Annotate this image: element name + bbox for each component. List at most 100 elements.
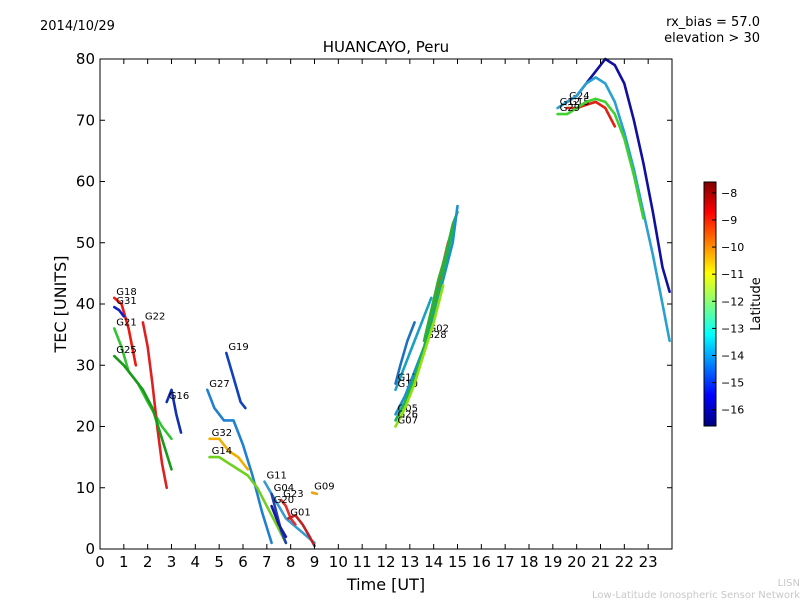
colorbar-tick-label: −14 — [721, 350, 744, 363]
series-G28 — [422, 210, 459, 343]
colorbar-tick-label: −13 — [721, 322, 744, 335]
series-G09 — [310, 491, 319, 496]
x-tick-label: 23 — [639, 553, 658, 571]
x-tick-label: 13 — [400, 553, 419, 571]
series-G07 — [394, 284, 445, 428]
x-axis-label: Time [UT] — [346, 575, 425, 594]
x-tick-label: 17 — [496, 553, 515, 571]
series-label-G11: G11 — [266, 471, 286, 482]
colorbar-ticks: −8 −9 −10 −11 −12 −13 −14 −15 −16 — [712, 187, 744, 417]
series-label-G21: G21 — [116, 318, 136, 329]
series-label-G15: G15 — [569, 97, 589, 108]
series-label-G14: G14 — [212, 446, 232, 457]
x-tick-label: 14 — [424, 553, 443, 571]
x-tick-label: 6 — [238, 553, 248, 571]
x-tick-label: 3 — [167, 553, 177, 571]
colorbar-tick-label: −9 — [721, 214, 737, 227]
series-G23 — [279, 498, 297, 526]
y-tick-label: 60 — [76, 173, 95, 191]
series-G16 — [165, 388, 183, 434]
x-tick-label: 11 — [353, 553, 372, 571]
series-G19 — [225, 351, 247, 410]
series-G22 — [141, 321, 168, 490]
series-label-G26: G26 — [398, 409, 418, 420]
series-G26 — [394, 229, 455, 422]
y-tick-label: 0 — [85, 540, 95, 558]
x-tick-label: 9 — [310, 553, 320, 571]
series-G14 — [208, 455, 288, 545]
series-label-G27: G27 — [209, 379, 229, 390]
plot-frame — [99, 58, 673, 550]
x-tick-label: 10 — [329, 553, 348, 571]
colorbar-label: Latitude — [749, 277, 764, 331]
y-tick-label: 20 — [76, 418, 95, 436]
x-tick-label: 2 — [143, 553, 153, 571]
series-G01 — [286, 513, 316, 548]
y-tick-label: 40 — [76, 295, 95, 313]
series-label-G13: G13 — [398, 373, 418, 384]
date-label: 2014/10/29 — [40, 19, 115, 34]
series-label-G31: G31 — [116, 296, 136, 307]
series-G32 — [208, 437, 250, 471]
series-G12 — [556, 76, 671, 343]
x-tick-label: 1 — [119, 553, 129, 571]
axes-layer: 0 1 2 3 4 5 6 7 8 9 10 11 12 13 14 15 16 17 18 19 20 21 22 2301… — [76, 50, 673, 571]
y-tick-label: 80 — [76, 50, 95, 68]
rx-bias-label: rx_bias = 57.0 — [666, 15, 760, 30]
series-label-G29: G29 — [560, 103, 580, 114]
x-tick-label: 12 — [376, 553, 395, 571]
x-tick-label: 18 — [519, 553, 538, 571]
series-label-G25: G25 — [116, 345, 136, 356]
series-label-G16: G16 — [169, 391, 189, 402]
series-G29 — [556, 97, 645, 220]
y-axis-label: TEC [UNITS] — [51, 256, 70, 354]
x-tick-label: 19 — [543, 553, 562, 571]
x-tick-label: 15 — [448, 553, 467, 571]
series-label-G28: G28 — [426, 330, 446, 341]
series-G13 — [394, 321, 416, 385]
colorbar-tick-label: −16 — [721, 404, 744, 417]
y-tick-label: 30 — [76, 356, 95, 374]
x-tick-label: 4 — [191, 553, 201, 571]
elevation-label: elevation > 30 — [664, 31, 760, 46]
x-tick-label: 5 — [214, 553, 224, 571]
x-tick-label: 16 — [472, 553, 491, 571]
colorbar-tick-label: −11 — [721, 268, 744, 281]
series-label-G32: G32 — [212, 428, 232, 439]
series-label-G22: G22 — [145, 311, 165, 322]
series-label-G02: G02 — [429, 324, 449, 335]
x-tick-label: 7 — [262, 553, 272, 571]
colorbar-tick-label: −15 — [721, 377, 744, 390]
series-G27 — [206, 388, 273, 545]
colorbar-tick-label: −12 — [721, 295, 744, 308]
series-label-G23: G23 — [283, 489, 303, 500]
series-G31 — [113, 305, 126, 318]
series-label-G04: G04 — [274, 483, 294, 494]
x-tick-label: 21 — [591, 553, 610, 571]
series-label-G09: G09 — [314, 482, 334, 493]
y-tick-label: 70 — [76, 111, 95, 129]
series-G25 — [113, 354, 173, 471]
x-tick-label: 8 — [286, 553, 296, 571]
chart-title: HUANCAYO, Peru — [323, 38, 449, 56]
y-tick-label: 10 — [76, 479, 95, 497]
x-tick-label: 20 — [567, 553, 586, 571]
x-tick-label: 22 — [615, 553, 634, 571]
series-label-G07: G07 — [398, 416, 418, 427]
series-label-G01: G01 — [290, 507, 310, 518]
y-tick-label: 50 — [76, 234, 95, 252]
footer-lisn: LISN — [778, 578, 800, 589]
colorbar-tick-label: −8 — [721, 187, 737, 200]
series-label-G24: G24 — [569, 91, 589, 102]
series-G21 — [113, 327, 173, 441]
series-G10 — [394, 296, 433, 392]
series-label-G18: G18 — [116, 287, 136, 298]
colorbar-tick-label: −10 — [721, 241, 744, 254]
series-label-G05: G05 — [398, 403, 418, 414]
series-label-G12: G12 — [560, 97, 580, 108]
series-label-G19: G19 — [228, 342, 248, 353]
colorbar — [703, 181, 717, 427]
series-label-G10: G10 — [398, 379, 418, 390]
